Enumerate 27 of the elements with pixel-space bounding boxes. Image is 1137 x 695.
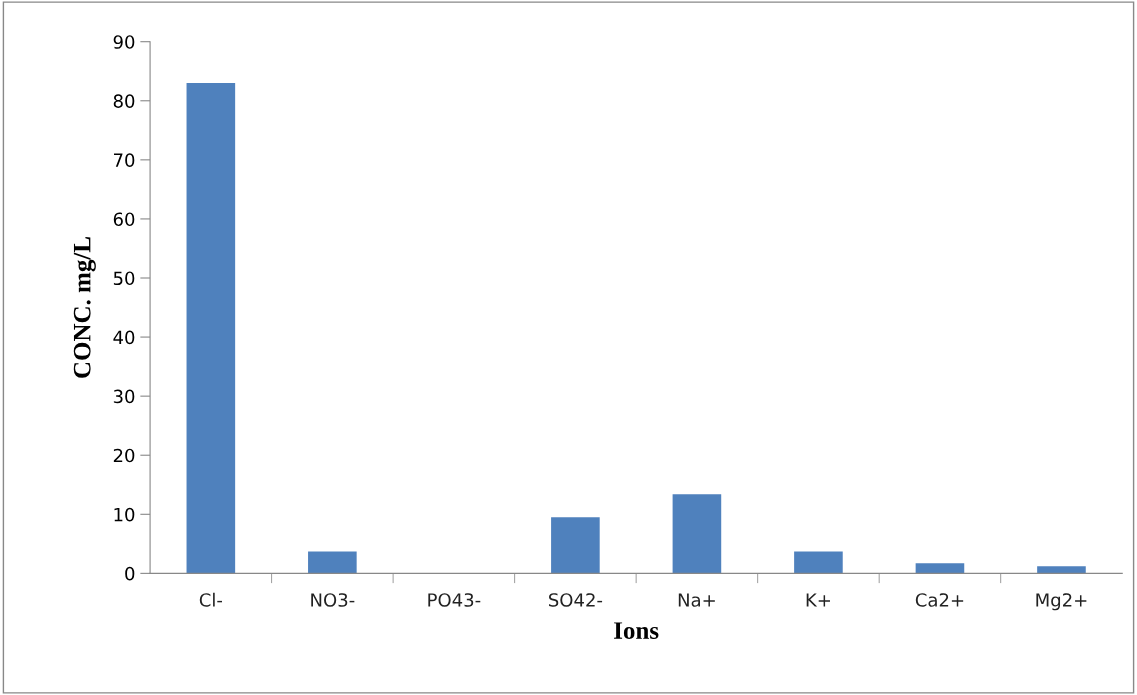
bar [672,494,722,574]
x-tick-label: PO43- [428,593,481,607]
y-tick-label: 90 [113,35,135,49]
bar [308,551,357,574]
x-tick-label: Ca2+ [915,593,964,607]
x-tick-label: NO3- [311,593,355,607]
y-tick-label: 0 [125,566,135,581]
x-tick-label: Cl- [199,592,223,607]
y-tick-label: 40 [113,330,135,345]
y-tick-label: 70 [114,153,135,167]
y-tick-label: 80 [113,94,135,108]
x-axis-title: Ions [614,622,659,639]
x-tick-label: K+ [806,593,830,607]
y-tick-label: 20 [113,448,135,463]
bar [794,551,843,574]
bar [1037,566,1086,574]
y-tick-label: 60 [113,212,135,227]
y-tick-label: 10 [114,507,135,522]
x-tick-label: Na+ [678,593,715,607]
y-axis-title: CONC. mg/L [73,237,96,378]
bar [915,563,965,574]
y-tick-label: 50 [113,271,135,286]
bar [186,83,236,574]
x-tick-label: SO42- [549,593,603,607]
x-tick-label: Mg2+ [1036,593,1087,611]
bar [551,517,600,574]
y-tick-label: 30 [113,389,135,404]
